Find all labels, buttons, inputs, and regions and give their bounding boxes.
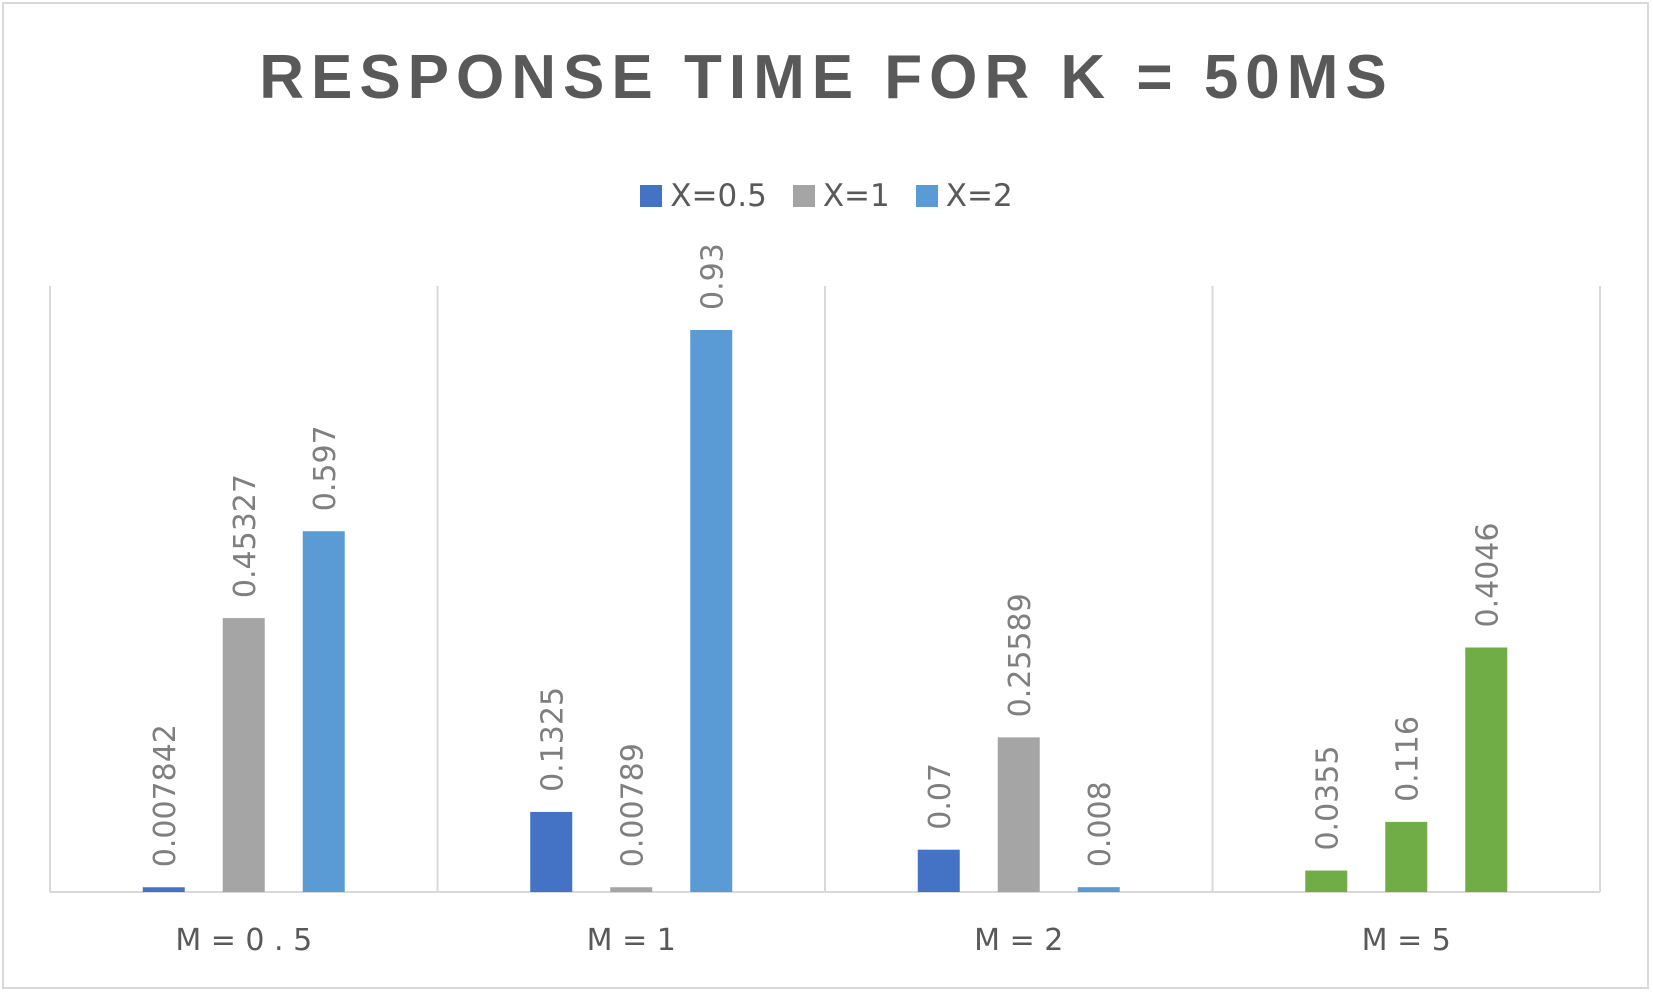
bar (142, 887, 185, 892)
bar (1305, 870, 1348, 892)
data-label: 0.008 (1083, 781, 1118, 867)
category-label: M = 0 . 5 (175, 923, 312, 958)
bar (222, 618, 265, 892)
bar (1465, 647, 1508, 892)
bar (302, 531, 345, 892)
legend-label-x2: X=2 (945, 178, 1013, 214)
bar (917, 849, 960, 892)
legend-label-x1: X=1 (822, 178, 890, 214)
legend-item-x1: X=1 (792, 178, 890, 214)
chart-title: RESPONSE TIME FOR K = 50MS (259, 43, 1394, 112)
legend-label-x05: X=0.5 (670, 178, 767, 214)
data-label: 0.007842 (148, 724, 183, 867)
bar (690, 330, 733, 892)
bar (610, 887, 653, 892)
bar (530, 811, 573, 892)
data-label: 0.1325 (535, 687, 570, 792)
legend-swatch-x1 (792, 185, 815, 207)
bar (997, 737, 1040, 892)
legend-swatch-x2 (915, 185, 938, 207)
data-label: 0.0355 (1310, 746, 1345, 851)
data-label: 0.93 (695, 243, 730, 310)
legend-item-x2: X=2 (915, 178, 1013, 214)
legend-item-x05: X=0.5 (640, 178, 767, 214)
category-label: M = 5 (1362, 923, 1451, 958)
data-label: 0.116 (1390, 716, 1425, 802)
bar (1077, 887, 1120, 892)
category-label: M = 2 (974, 923, 1063, 958)
data-label: 0.25589 (1003, 593, 1038, 717)
data-label: 0.597 (308, 425, 343, 511)
category-label: M = 1 (587, 923, 676, 958)
legend: X=0.5 X=1 X=2 (0, 178, 1653, 214)
data-label: 0.07 (923, 763, 958, 830)
legend-swatch-x05 (640, 185, 663, 207)
data-label: 0.45327 (228, 474, 263, 598)
data-label: 0.00789 (615, 743, 650, 867)
bar (1385, 821, 1428, 892)
data-label: 0.4046 (1470, 523, 1505, 628)
